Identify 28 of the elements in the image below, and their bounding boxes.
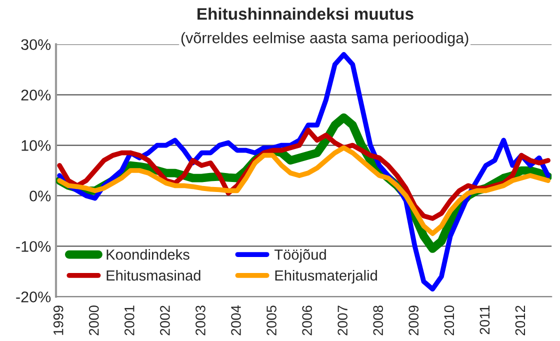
y-tick-label: 20% (21, 90, 51, 100)
x-tick-label: 2002 (160, 306, 170, 336)
line-series (57, 145, 550, 236)
x-tick-label: 2008 (373, 306, 384, 336)
y-tick-label: 10% (22, 140, 51, 151)
line-series (57, 128, 550, 221)
x-tick-label: 2010 (444, 306, 454, 336)
legend-label: Ehitusmaterjalid (275, 270, 377, 284)
x-tick-label: 2001 (124, 306, 134, 336)
x-tick-label: 2000 (88, 306, 99, 336)
x-tick-label: 2004 (231, 305, 241, 336)
x-tick-label: 2005 (266, 306, 276, 336)
legend-label: Ehitusmasinad (106, 270, 200, 281)
chart-title: Ehitushinnaindeksi muutus (198, 8, 414, 20)
x-tick-label: 2007 (338, 306, 348, 336)
y-tick-label: -10% (16, 241, 51, 252)
legend-label: Koondindeks (106, 249, 190, 260)
x-tick-label: 2003 (196, 306, 206, 336)
x-tick-label: 2006 (302, 306, 312, 336)
x-tick-label: 1999 (53, 306, 64, 335)
x-tick-label: 2012 (515, 306, 526, 336)
legend-label: Tööjõud (274, 249, 326, 263)
x-tick-label: 2011 (480, 306, 490, 334)
y-tick-label: 0% (30, 190, 51, 202)
y-tick-label: 30% (21, 39, 51, 50)
y-tick-label: -20% (16, 292, 51, 302)
x-tick-label: 2009 (408, 306, 419, 336)
chart-subtitle: (võrreldes eelmise aasta sama perioodiga) (181, 32, 468, 46)
